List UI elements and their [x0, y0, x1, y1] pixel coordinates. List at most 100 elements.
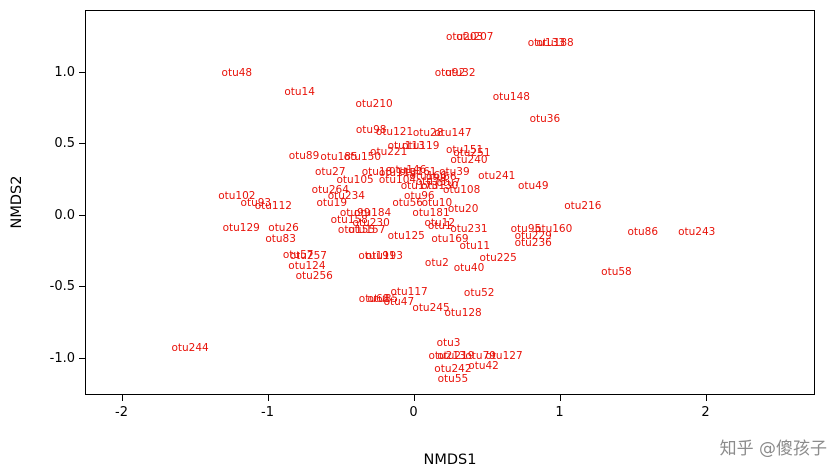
y-tick-label: 1.0 — [54, 64, 75, 80]
otu-label: otu105 — [336, 174, 374, 187]
otu-label: otu108 — [443, 184, 481, 197]
otu-label: otu148 — [492, 91, 530, 104]
otu-label: otu251 — [453, 146, 491, 159]
otu-label: otu55 — [437, 373, 469, 385]
otu-label: otu231 — [450, 222, 488, 235]
otu-label: otu207 — [456, 30, 494, 43]
otu-label: otu68 — [358, 292, 390, 305]
otu-label: otu155 — [337, 224, 376, 237]
otu-label: otu117 — [390, 285, 428, 298]
otu-label: otu173 — [400, 179, 438, 192]
otu-label: otu2 — [424, 257, 449, 270]
x-tick-label: 2 — [701, 405, 710, 420]
otu-label: otu146 — [389, 164, 427, 177]
otu-label: otu240 — [450, 154, 488, 167]
otu-label: otu213 — [428, 350, 466, 363]
otu-label: otu48 — [221, 66, 253, 79]
otu-label: otu160 — [535, 222, 573, 235]
otu-label: otu20 — [447, 202, 479, 215]
otu-label: otu185 — [320, 151, 358, 164]
otu-label: otu158 — [330, 214, 368, 227]
otu-label: otu39 — [439, 165, 470, 178]
x-tick-mark — [121, 395, 123, 401]
otu-label: otu12 — [424, 217, 456, 229]
otu-label: otu40 — [453, 261, 485, 274]
otu-label: otu161 — [399, 165, 437, 178]
otu-label: otu181 — [412, 206, 450, 219]
otu-label: otu245 — [412, 301, 450, 314]
otu-label: otu128 — [444, 307, 482, 320]
otu-label: otu242 — [434, 362, 472, 375]
otu-label: otu86 — [627, 225, 658, 238]
otu-label: otu83 — [265, 232, 296, 245]
otu-label: otu99 — [339, 206, 371, 219]
otu-label: otu210 — [355, 98, 393, 111]
x-tick-label: -2 — [115, 405, 128, 420]
otu-label: otu93 — [240, 196, 272, 209]
otu-label: otu49 — [517, 179, 549, 192]
otu-label: otu225 — [479, 251, 517, 264]
otu-label: otu92 — [434, 66, 466, 79]
otu-label: otu19 — [316, 196, 348, 209]
otu-label: otu241 — [478, 169, 516, 182]
otu-label: otu58 — [601, 265, 632, 278]
y-axis-title: NMDS2 — [9, 175, 25, 229]
otu-label: otu104 — [378, 174, 417, 187]
x-tick-label: 0 — [409, 405, 418, 420]
otu-label: otu14 — [284, 85, 315, 98]
x-tick-mark — [267, 395, 269, 401]
otu-label: otu1 — [427, 219, 452, 232]
x-axis-title: NMDS1 — [423, 452, 477, 468]
y-tick-mark — [79, 286, 85, 288]
otu-label: otu256 — [295, 269, 333, 282]
y-tick-mark — [79, 214, 85, 216]
otu-label: otu119 — [402, 139, 440, 152]
otu-label: otu98 — [355, 123, 387, 136]
otu-label: otu257 — [289, 249, 327, 262]
otu-label: otu18 — [361, 165, 393, 178]
y-tick-label: 0.0 — [54, 207, 75, 223]
otu-label: otu73 — [415, 175, 447, 188]
otu-label: otu129 — [222, 221, 260, 234]
y-tick-label: -0.5 — [49, 279, 75, 295]
otu-label: otu166 — [409, 169, 447, 182]
otu-label: otu151 — [445, 144, 484, 156]
otu-label: otu36 — [529, 112, 561, 125]
otu-label: otu219 — [437, 350, 475, 363]
otu-label: otu169 — [431, 232, 469, 245]
otu-label: otu57 — [282, 248, 314, 261]
otu-label: otu130 — [421, 179, 459, 192]
otu-label: otu42 — [468, 360, 499, 373]
otu-label: otu244 — [171, 341, 209, 354]
otu-label: otu96 — [404, 189, 435, 202]
otu-label: otu147 — [434, 126, 472, 139]
y-tick-label: -1.0 — [49, 350, 75, 366]
otu-label: otu66 — [425, 171, 457, 184]
plot-area — [85, 10, 815, 395]
otu-label: otu221 — [370, 145, 408, 158]
otu-label: otu27 — [314, 165, 346, 178]
otu-label: otu11 — [459, 239, 491, 252]
otu-label: otu112 — [254, 199, 292, 212]
otu-label: otu95 — [510, 222, 542, 235]
otu-label: otu89 — [288, 149, 320, 162]
otu-label: otu188 — [536, 36, 574, 49]
otu-label: otu264 — [311, 184, 349, 197]
otu-label: otu52 — [463, 287, 495, 300]
otu-label: otu230 — [352, 217, 390, 229]
y-tick-mark — [79, 143, 85, 145]
watermark: 知乎 @傻孩子 — [719, 439, 827, 459]
otu-label: otu47 — [383, 295, 415, 308]
y-tick-label: 0.5 — [54, 136, 75, 152]
otu-label: otu26 — [268, 221, 299, 234]
otu-label: otu150 — [343, 151, 382, 164]
otu-label: otu10 — [421, 196, 453, 209]
otu-label: otu85 — [367, 292, 399, 305]
otu-label: otu236 — [514, 237, 552, 250]
otu-label: otu193 — [365, 249, 403, 262]
otu-label: otu121 — [375, 125, 414, 138]
x-tick-label: 1 — [555, 405, 564, 420]
otu-label: otu32 — [444, 66, 476, 79]
otu-label: otu184 — [353, 206, 392, 219]
